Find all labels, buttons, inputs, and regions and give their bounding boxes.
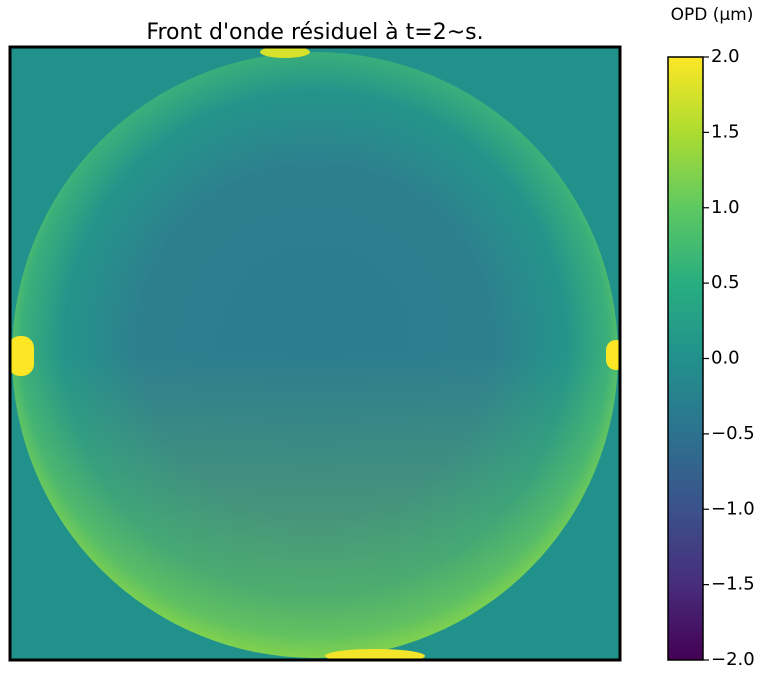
colorbar-tick-label: −1.5 xyxy=(711,574,755,595)
colorbar-tick-label: 1.0 xyxy=(711,197,740,218)
axes-frame xyxy=(8,45,622,662)
chart-title: Front d'onde résiduel à t=2~s. xyxy=(146,20,483,45)
colorbar-tick-label: 2.0 xyxy=(711,46,740,67)
colorbar-tick-label: −2.0 xyxy=(711,649,755,670)
colorbar-tick-label: 0.0 xyxy=(711,348,740,369)
colorbar-tick-label: −0.5 xyxy=(711,423,755,444)
wavefront-image xyxy=(10,47,620,660)
colorbar xyxy=(667,56,704,661)
colorbar-tick-label: 0.5 xyxy=(711,272,740,293)
colorbar-label: OPD (μm) xyxy=(671,5,754,25)
colorbar-tick-label: 1.5 xyxy=(711,121,740,142)
colorbar-tick-label: −1.0 xyxy=(711,498,755,519)
